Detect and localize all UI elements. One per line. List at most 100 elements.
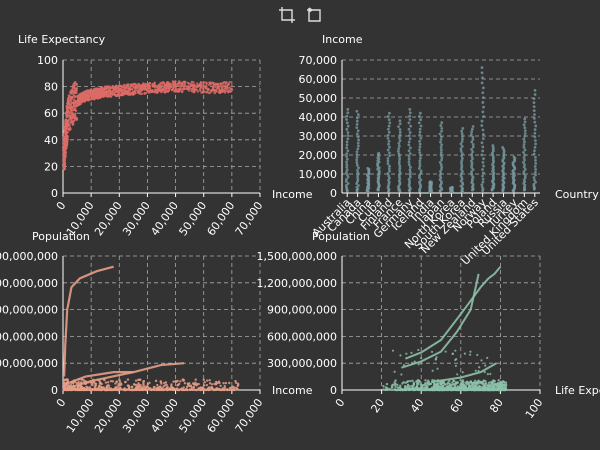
life-expectancy-point xyxy=(79,95,82,98)
population-income-point xyxy=(85,381,88,385)
population-life-line xyxy=(430,362,497,383)
life-expectancy-point xyxy=(129,83,133,86)
population-income-point xyxy=(219,388,222,392)
income-point xyxy=(481,91,485,95)
life-expectancy-point xyxy=(62,137,66,140)
population-life-point xyxy=(448,379,451,383)
life-expectancy-point xyxy=(199,86,202,90)
population-life-point xyxy=(452,386,456,390)
income-point xyxy=(418,159,422,163)
income-point xyxy=(386,159,390,163)
population-income-point xyxy=(206,379,209,382)
x-tick-label: 60 xyxy=(448,396,467,415)
life-expectancy-point xyxy=(187,85,191,88)
population-income-point xyxy=(208,382,212,385)
undo-zoom-icon[interactable] xyxy=(304,6,322,24)
life-expectancy-point xyxy=(148,91,151,94)
income-point xyxy=(440,143,444,147)
population-income-point xyxy=(75,388,78,392)
life-expectancy-point xyxy=(114,94,118,97)
population-income-point xyxy=(142,379,146,383)
population-life-point xyxy=(483,388,487,392)
income-point xyxy=(387,130,391,134)
income-point xyxy=(344,170,348,174)
y-tick-label: 20 xyxy=(44,160,58,173)
life-expectancy-point xyxy=(75,82,79,86)
life-expectancy-point xyxy=(136,89,139,92)
income-point xyxy=(533,165,537,168)
population-life-point xyxy=(405,352,408,355)
life-expectancy-point xyxy=(218,88,222,92)
x-tick-label: 50,000 xyxy=(176,199,209,238)
population-income-point xyxy=(188,384,191,388)
population-life-point xyxy=(393,383,396,387)
income-point xyxy=(408,175,412,179)
population-income-point xyxy=(119,387,122,390)
income-point xyxy=(534,162,538,165)
life-expectancy-point xyxy=(201,87,205,91)
life-expectancy-point xyxy=(212,82,215,85)
life-expectancy-point xyxy=(163,83,166,87)
income-point xyxy=(408,168,412,172)
y-tick-label: 900,000,000 xyxy=(267,304,337,317)
life-expectancy-point xyxy=(196,85,199,89)
life-expectancy-point xyxy=(143,85,147,89)
population-income-point xyxy=(181,378,184,381)
income-point xyxy=(480,141,484,145)
income-point xyxy=(460,129,464,133)
population-life-point xyxy=(408,385,412,388)
life-expectancy-point xyxy=(83,99,86,103)
life-expectancy-point xyxy=(211,85,214,88)
life-expectancy-point xyxy=(71,97,74,100)
income-point xyxy=(418,139,422,143)
income-point xyxy=(344,180,348,183)
income-point xyxy=(356,178,360,181)
population-income-point xyxy=(72,384,75,388)
income-point xyxy=(356,141,360,145)
population-life-point xyxy=(403,384,407,388)
life-expectancy-point xyxy=(142,82,145,86)
income-point xyxy=(419,156,422,160)
income-point xyxy=(346,134,350,138)
population-life-point xyxy=(494,388,497,392)
life-expectancy-point xyxy=(64,122,67,125)
population-life-point xyxy=(411,379,414,383)
income-point xyxy=(355,119,359,123)
life-expectancy-point xyxy=(134,85,137,89)
population-income-point xyxy=(224,381,228,385)
income-point xyxy=(460,140,464,143)
income-point xyxy=(523,132,527,135)
life-expectancy-point xyxy=(67,97,70,101)
income-point xyxy=(460,159,464,163)
population-income-point xyxy=(232,387,236,390)
population-income-point xyxy=(91,378,95,382)
life-expectancy-point xyxy=(109,87,112,90)
income-point xyxy=(398,139,402,143)
y-tick-label: 0 xyxy=(51,384,58,397)
life-expectancy-point xyxy=(201,84,204,87)
life-expectancy-point xyxy=(206,87,210,91)
life-expectancy-point xyxy=(77,103,81,106)
income-point xyxy=(398,130,402,134)
income-point xyxy=(346,149,350,153)
life-expectancy-point xyxy=(229,90,232,93)
life-expectancy-point xyxy=(150,90,154,93)
life-expectancy-point xyxy=(157,89,160,92)
population-income-point xyxy=(216,381,219,384)
population-income-point xyxy=(71,380,74,384)
y-tick-label: 300,000,000 xyxy=(267,357,337,370)
restore-zoom-icon[interactable] xyxy=(278,6,296,24)
income-point xyxy=(398,119,402,123)
income-point xyxy=(482,157,485,161)
income-point xyxy=(522,170,526,174)
y-tick-label: 600,000,000 xyxy=(0,330,58,343)
life-expectancy-point xyxy=(120,93,123,97)
life-expectancy-point xyxy=(171,86,174,90)
population-life-point xyxy=(410,384,414,388)
population-income-point xyxy=(174,380,177,383)
income-point xyxy=(480,81,484,85)
income-point xyxy=(470,163,474,167)
population-life-point xyxy=(493,386,497,390)
x-tick-label: 60,000 xyxy=(205,199,238,238)
